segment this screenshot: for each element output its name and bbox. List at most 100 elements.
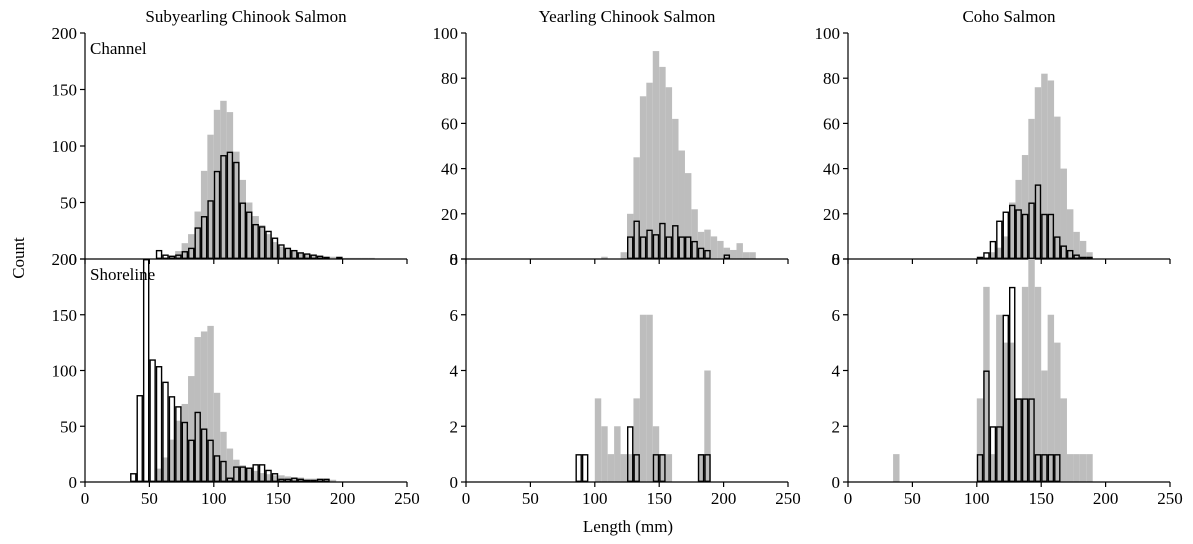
bar-open [1034, 184, 1042, 259]
bar-open [1009, 286, 1016, 483]
bar-filled [220, 431, 227, 482]
y-tick-label: 0 [450, 473, 459, 492]
bar-filled [1066, 454, 1074, 482]
bar-filled [181, 403, 189, 482]
bar-filled [627, 454, 634, 482]
bar-open [265, 469, 272, 482]
bar-open [226, 477, 234, 482]
bar-filled [1073, 231, 1080, 259]
bar-filled [1009, 342, 1016, 482]
bar-open [271, 237, 279, 259]
bar-filled [1002, 236, 1009, 259]
bar-filled [730, 249, 737, 259]
bar-open [983, 252, 990, 259]
bar-filled [181, 243, 189, 259]
bar-filled [258, 473, 266, 482]
bar-open [194, 411, 201, 482]
bar-filled [717, 240, 724, 259]
bar-open [581, 454, 589, 483]
x-tick-label: 250 [394, 489, 420, 508]
bar-filled [265, 474, 272, 482]
bar-filled [310, 255, 317, 259]
bar-open [983, 370, 990, 483]
y-tick-label: 100 [433, 24, 459, 43]
bar-filled [252, 216, 259, 259]
y-tick-label: 40 [441, 160, 458, 179]
bar-filled [659, 454, 666, 482]
bar-filled [723, 247, 731, 259]
bar-filled [1021, 155, 1029, 259]
bar-filled [627, 213, 634, 259]
bar-open [704, 249, 711, 260]
x-tick-label: 50 [904, 489, 921, 508]
bar-open [627, 236, 634, 260]
bar-filled [749, 252, 756, 259]
bar-open [697, 454, 705, 483]
bar-filled [1066, 209, 1074, 259]
bar-open [1021, 213, 1029, 259]
bar-filled [233, 459, 240, 482]
bar-open [996, 220, 1003, 259]
bar-filled [893, 454, 900, 482]
x-tick-label: 0 [844, 489, 853, 508]
bar-filled [684, 173, 692, 259]
bar-open [271, 473, 279, 482]
bar-open [1047, 213, 1055, 259]
x-tick-label: 0 [462, 489, 471, 508]
bar-open [691, 240, 698, 259]
y-tick-label: 60 [823, 114, 840, 133]
row-label: Channel [90, 39, 147, 58]
bar-filled [271, 242, 279, 259]
bar-open [323, 256, 330, 260]
bar-filled [1086, 454, 1093, 482]
bar-open [652, 454, 660, 483]
bar-filled [1079, 454, 1087, 482]
bar-open [646, 229, 653, 260]
y-tick-label: 2 [832, 417, 841, 436]
bar-filled [200, 170, 208, 259]
bar-open [316, 478, 324, 483]
bar-open [672, 225, 679, 260]
bar-open [1073, 254, 1080, 259]
x-tick-label: 150 [1028, 489, 1054, 508]
bar-filled [175, 420, 182, 482]
bar-open [175, 254, 182, 259]
y-tick-label: 50 [60, 417, 77, 436]
bar-filled [233, 151, 240, 259]
bar-open [297, 478, 304, 483]
y-tick-label: 8 [450, 250, 459, 269]
bar-open [1041, 454, 1048, 483]
bar-filled [188, 234, 195, 259]
bar-open [1002, 211, 1010, 260]
bar-filled [697, 231, 705, 259]
bar-open [303, 253, 311, 260]
bar-open [181, 421, 189, 482]
y-axis-label: Count [9, 237, 28, 279]
y-tick-label: 0 [832, 250, 841, 269]
bar-open [207, 439, 214, 482]
bar-filled [678, 150, 685, 259]
bar-filled [704, 370, 711, 482]
panel-title: Coho Salmon [962, 7, 1056, 26]
bar-filled [316, 255, 324, 259]
x-tick-label: 150 [646, 489, 672, 508]
bar-open [162, 381, 169, 483]
bar-filled [213, 109, 221, 259]
bar-open [142, 259, 150, 483]
bar-open [659, 454, 666, 483]
x-tick-label: 100 [964, 489, 990, 508]
bar-open [213, 455, 221, 483]
bar-open [1009, 204, 1016, 260]
y-tick-label: 100 [52, 137, 78, 156]
row-label: Shoreline [90, 265, 155, 284]
y-tick-label: 0 [450, 250, 459, 269]
bar-open [155, 249, 163, 260]
y-tick-label: 0 [832, 473, 841, 492]
bar-filled [672, 118, 679, 259]
bar-filled [1079, 240, 1087, 259]
bar-open [265, 230, 272, 259]
x-tick-label: 0 [81, 489, 90, 508]
